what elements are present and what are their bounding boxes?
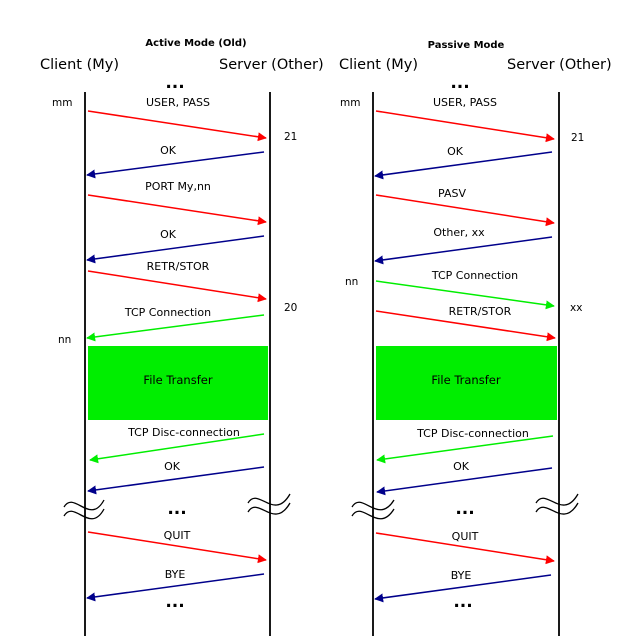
active-client-port-nn: nn <box>58 334 71 346</box>
passive-file-transfer-label: File Transfer <box>431 373 500 387</box>
active-msg-tcp-connection-arrow <box>86 314 265 342</box>
active-file-transfer-box <box>88 346 268 420</box>
active-msg-quit-arrow <box>87 531 267 564</box>
active-mode-panel: Active Mode (Old) Client (My) Server (Ot… <box>40 38 324 636</box>
passive-bottom-ellipsis: ... <box>453 592 472 612</box>
active-top-ellipsis: ... <box>165 73 184 93</box>
active-msg-retr-stor-label: RETR/STOR <box>147 260 210 273</box>
passive-msg-tcp-disconnection-label: TCP Disc-connection <box>416 427 529 440</box>
passive-msg-ok-1-arrow <box>374 151 553 180</box>
active-msg-retr-stor-arrow <box>87 270 267 303</box>
active-client-port-mm: mm <box>52 97 72 109</box>
active-client-heading: Client (My) <box>40 57 119 73</box>
passive-server-port-21: 21 <box>571 132 584 144</box>
passive-msg-pasv-label: PASV <box>438 187 466 200</box>
active-msg-port-arrow <box>87 194 267 226</box>
passive-client-heading: Client (My) <box>339 57 418 73</box>
passive-msg-other-xx-arrow <box>374 236 553 265</box>
active-msg-user-pass-arrow <box>87 110 267 142</box>
passive-server-heading: Server (Other) <box>507 57 612 73</box>
passive-msg-quit-label: QUIT <box>452 530 479 543</box>
passive-top-ellipsis: ... <box>450 73 469 93</box>
passive-middle-ellipsis: ... <box>455 499 474 519</box>
active-msg-ok-3-arrow <box>87 466 265 495</box>
active-msg-bye-arrow <box>86 573 265 602</box>
passive-msg-tcp-disconnection-arrow <box>376 435 554 464</box>
passive-msg-bye-arrow <box>374 574 552 603</box>
active-server-port-20: 20 <box>284 302 297 314</box>
active-server-heading: Server (Other) <box>219 57 324 73</box>
passive-msg-tcp-connection-arrow <box>375 280 555 310</box>
passive-server-break-mark <box>535 493 579 515</box>
passive-msg-quit-arrow <box>375 532 555 565</box>
passive-msg-ok-1-label: OK <box>447 145 464 158</box>
active-msg-bye-label: BYE <box>165 568 186 581</box>
active-msg-ok-2-arrow <box>86 235 265 264</box>
active-msg-ok-1-label: OK <box>160 144 177 157</box>
active-msg-user-pass-label: USER, PASS <box>146 96 210 109</box>
active-file-transfer-label: File Transfer <box>143 373 212 387</box>
active-client-break-mark <box>63 499 105 520</box>
passive-msg-pasv-arrow <box>375 194 555 227</box>
active-msg-ok-3-label: OK <box>164 460 181 473</box>
passive-msg-tcp-connection-label: TCP Connection <box>431 269 518 282</box>
passive-client-break-mark <box>351 499 395 520</box>
active-msg-tcp-disconnection-arrow <box>89 433 265 464</box>
active-bottom-ellipsis: ... <box>165 592 184 612</box>
passive-msg-user-pass-label: USER, PASS <box>433 96 497 109</box>
passive-server-port-xx: xx <box>570 302 582 314</box>
active-msg-ok-2-label: OK <box>160 228 177 241</box>
passive-file-transfer-box <box>376 346 557 420</box>
passive-msg-bye-label: BYE <box>451 569 472 582</box>
passive-msg-other-xx-label: Other, xx <box>433 226 485 239</box>
passive-client-port-mm: mm <box>340 97 360 109</box>
passive-mode-panel: Passive Mode Client (My) Server (Other) … <box>339 40 612 636</box>
active-msg-tcp-disconnection-label: TCP Disc-connection <box>127 426 240 439</box>
active-server-port-21: 21 <box>284 131 297 143</box>
active-mode-title: Active Mode (Old) <box>145 38 246 49</box>
active-msg-tcp-connection-label: TCP Connection <box>124 306 211 319</box>
passive-msg-user-pass-arrow <box>375 110 555 143</box>
active-middle-ellipsis: ... <box>167 499 186 519</box>
active-server-break-mark <box>247 493 291 515</box>
passive-msg-retr-stor-arrow <box>375 310 556 342</box>
active-msg-ok-1-arrow <box>86 151 265 179</box>
active-msg-quit-label: QUIT <box>164 529 191 542</box>
passive-msg-ok-3-label: OK <box>453 460 470 473</box>
passive-client-port-nn: nn <box>345 276 358 288</box>
active-msg-port-label: PORT My,nn <box>145 180 211 193</box>
passive-msg-ok-3-arrow <box>376 467 553 496</box>
passive-msg-retr-stor-label: RETR/STOR <box>449 305 512 318</box>
passive-mode-title: Passive Mode <box>428 40 505 51</box>
